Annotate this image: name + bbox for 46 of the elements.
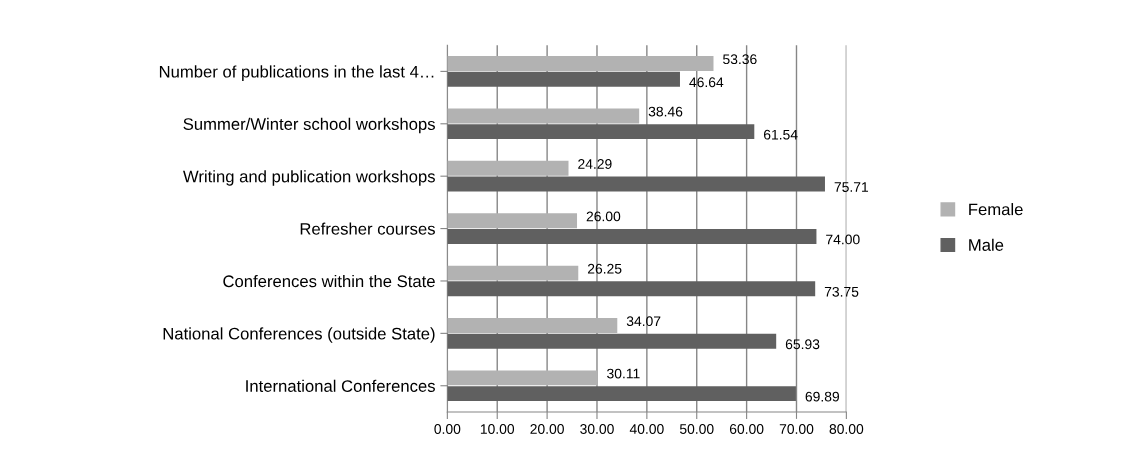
y-tick-label: National Conferences (outside State) xyxy=(163,327,435,343)
data-label: 73.75 xyxy=(824,286,859,297)
data-label: 61.54 xyxy=(763,129,798,140)
bar xyxy=(447,281,816,297)
x-tick-label: 40.00 xyxy=(629,424,664,434)
y-tick-label: Writing and publication workshops xyxy=(183,170,435,186)
x-tick-label: 20.00 xyxy=(530,424,564,434)
data-label: 53.36 xyxy=(723,54,757,65)
bar xyxy=(447,370,598,386)
bar xyxy=(447,265,579,281)
data-label: 46.64 xyxy=(689,77,724,88)
bar xyxy=(447,160,569,176)
data-label: 65.93 xyxy=(785,339,820,350)
y-tick-label: Summer/Winter school workshops xyxy=(183,117,435,134)
bar xyxy=(447,333,777,349)
bar xyxy=(447,108,640,124)
y-tick-label: Conferences within the State xyxy=(223,274,435,288)
bar xyxy=(447,56,714,71)
data-label: 26.00 xyxy=(586,211,621,222)
bar xyxy=(447,318,618,333)
data-label: 34.07 xyxy=(626,316,661,327)
data-label: 74.00 xyxy=(826,234,860,245)
x-tick-label: 70.00 xyxy=(779,424,814,434)
x-tick-label: 10.00 xyxy=(480,424,515,434)
x-tick-label: 50.00 xyxy=(679,424,714,434)
y-tick-label: Number of publications in the last 4… xyxy=(159,65,434,81)
legend-label: Male xyxy=(969,238,1004,251)
data-label: 69.89 xyxy=(805,391,840,402)
data-label: 24.29 xyxy=(578,159,612,169)
data-label: 75.71 xyxy=(834,182,869,192)
x-tick-label: 30.00 xyxy=(580,424,614,434)
y-tick-label: Refresher courses xyxy=(300,222,435,235)
x-tick-label: 80.00 xyxy=(829,424,864,434)
x-tick-label: 60.00 xyxy=(729,424,764,434)
bar xyxy=(447,386,796,402)
data-label: 26.25 xyxy=(587,263,622,274)
data-label: 38.46 xyxy=(648,106,683,117)
data-label: 30.11 xyxy=(607,368,640,379)
y-tick-label: International Conferences xyxy=(246,379,435,392)
bar xyxy=(447,71,680,87)
bar xyxy=(447,124,755,140)
bar xyxy=(447,228,817,244)
legend-label: Female xyxy=(969,203,1023,216)
x-tick-label: 0.00 xyxy=(434,424,461,434)
bar xyxy=(447,176,825,192)
bar xyxy=(447,213,578,229)
